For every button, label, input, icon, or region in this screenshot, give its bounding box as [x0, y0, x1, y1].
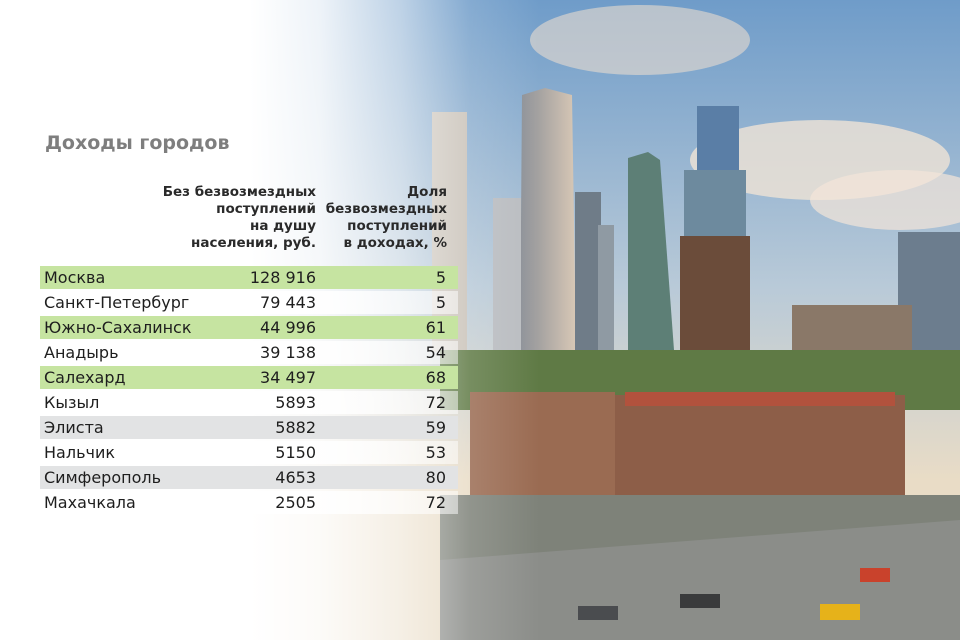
row-background	[40, 491, 458, 514]
income-cell: 128 916	[249, 268, 316, 287]
income-cell: 34 497	[260, 368, 316, 387]
city-cell: Южно-Сахалинск	[44, 318, 192, 337]
row-background	[40, 341, 458, 364]
city-cell: Нальчик	[44, 443, 116, 462]
row-background	[40, 266, 458, 289]
city-cell: Москва	[44, 268, 106, 287]
income-cell: 79 443	[260, 293, 316, 312]
income-cell: 2505	[275, 493, 316, 512]
city-cell: Махачкала	[44, 493, 136, 512]
share-cell: 54	[425, 343, 446, 362]
row-background	[40, 466, 458, 489]
column-header-share: Доля безвозмездных поступлений в доходах…	[325, 184, 447, 251]
table-row: Элиста 5882 59	[40, 415, 458, 440]
row-background	[40, 391, 458, 414]
share-cell: 61	[425, 318, 446, 337]
city-cell: Симферополь	[44, 468, 162, 487]
share-cell: 68	[425, 368, 446, 387]
city-cell: Санкт-Петербург	[44, 293, 190, 312]
city-cell: Элиста	[44, 418, 104, 437]
share-cell: 5	[435, 293, 446, 312]
table-row: Нальчик 5150 53	[40, 440, 458, 465]
row-background	[40, 416, 458, 439]
row-background	[40, 291, 458, 314]
table-row: Кызыл 5893 72	[40, 390, 458, 415]
share-cell: 5	[435, 268, 446, 287]
row-background	[40, 366, 458, 389]
share-cell: 72	[425, 393, 446, 412]
table-row: Анадырь 39 138 54	[40, 340, 458, 365]
table-row: Южно-Сахалинск 44 996 61	[40, 315, 458, 340]
table-row: Симферополь 4653 80	[40, 465, 458, 490]
share-cell: 59	[425, 418, 446, 437]
table-row: Санкт-Петербург 79 443 5	[40, 290, 458, 315]
income-cell: 5882	[275, 418, 316, 437]
share-cell: 53	[425, 443, 446, 462]
table-row: Москва 128 916 5	[40, 265, 458, 290]
income-cell: 5150	[275, 443, 316, 462]
row-background	[40, 441, 458, 464]
table-title: Доходы городов	[45, 132, 230, 154]
column-header-income: Без безвозмездных поступлений на душу на…	[162, 184, 316, 251]
city-cell: Кызыл	[44, 393, 100, 412]
income-cell: 4653	[275, 468, 316, 487]
income-cell: 5893	[275, 393, 316, 412]
table-row: Салехард 34 497 68	[40, 365, 458, 390]
city-cell: Анадырь	[44, 343, 119, 362]
income-cell: 39 138	[260, 343, 316, 362]
city-cell: Салехард	[44, 368, 126, 387]
share-cell: 80	[425, 468, 446, 487]
table-row: Махачкала 2505 72	[40, 490, 458, 515]
row-background	[40, 316, 458, 339]
income-cell: 44 996	[260, 318, 316, 337]
share-cell: 72	[425, 493, 446, 512]
table-body: Москва 128 916 5 Санкт-Петербург 79 443 5 Юж…	[40, 265, 458, 515]
